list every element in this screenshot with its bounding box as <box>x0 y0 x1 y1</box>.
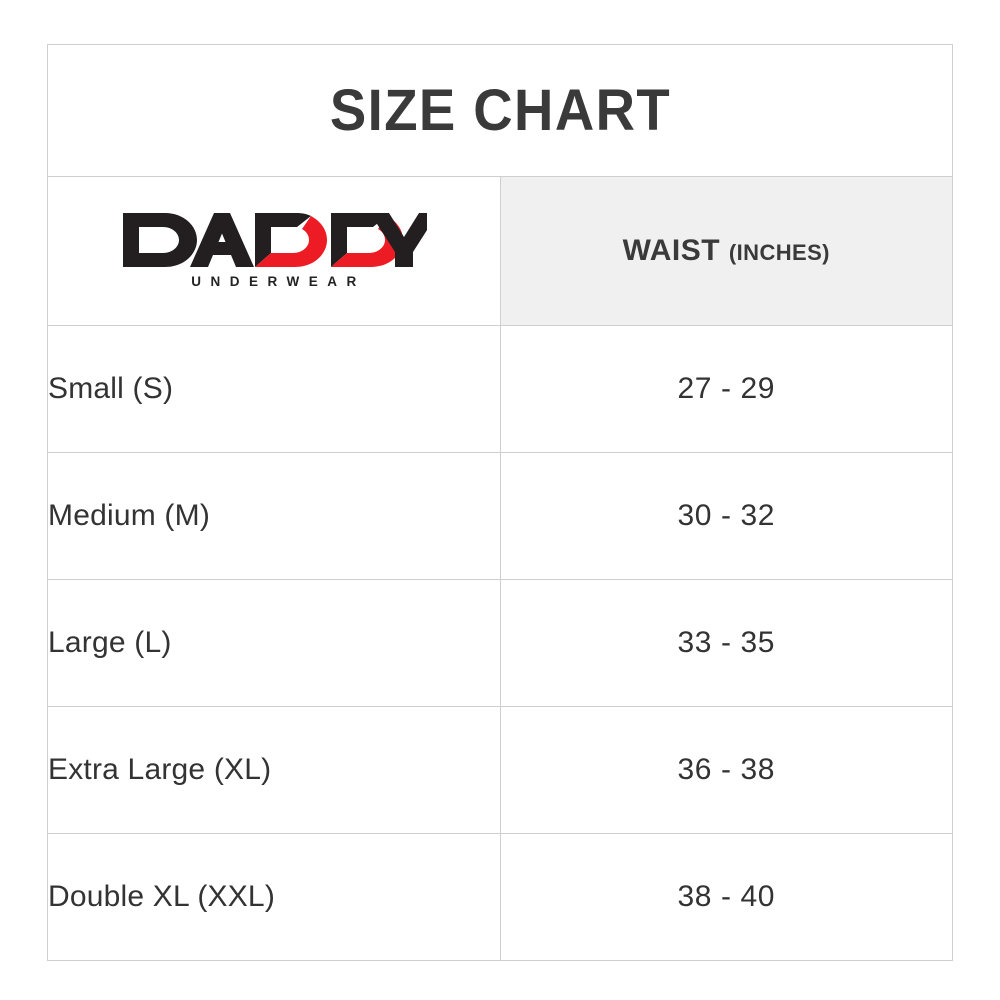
waist-value-cell: 38 - 40 <box>499 833 953 961</box>
waist-value: 27 - 29 <box>677 372 776 405</box>
waist-value-cell: 27 - 29 <box>499 325 953 453</box>
waist-header-cell: WAIST (INCHES) <box>499 176 953 326</box>
daddy-underwear-logo-icon <box>122 213 427 267</box>
waist-value: 36 - 38 <box>677 753 776 786</box>
page-title: SIZE CHART <box>329 77 671 143</box>
size-label: Double XL (XXL) <box>48 880 276 913</box>
table-row: Extra Large (XL) 36 - 38 <box>47 706 953 834</box>
waist-value-cell: 30 - 32 <box>499 452 953 580</box>
brand-logo: UNDERWEAR <box>121 211 427 289</box>
size-name-cell: Large (L) <box>47 579 501 707</box>
waist-value: 30 - 32 <box>677 499 776 532</box>
size-name-cell: Double XL (XXL) <box>47 833 501 961</box>
title-cell: SIZE CHART <box>47 44 953 177</box>
waist-header-label: WAIST <box>622 234 721 267</box>
title-row: SIZE CHART <box>47 44 953 177</box>
waist-value-cell: 33 - 35 <box>499 579 953 707</box>
brand-tagline: UNDERWEAR <box>191 274 366 289</box>
table-row: Large (L) 33 - 35 <box>47 579 953 707</box>
waist-value-cell: 36 - 38 <box>499 706 953 834</box>
size-name-cell: Medium (M) <box>47 452 501 580</box>
waist-value: 38 - 40 <box>677 880 776 913</box>
size-label: Extra Large (XL) <box>48 753 272 786</box>
size-label: Small (S) <box>48 372 174 405</box>
table-row: Medium (M) 30 - 32 <box>47 452 953 580</box>
size-label: Large (L) <box>48 626 172 659</box>
table-row: Double XL (XXL) 38 - 40 <box>47 833 953 961</box>
size-chart-table: SIZE CHART <box>47 44 953 961</box>
column-header-row: UNDERWEAR WAIST (INCHES) <box>47 176 953 326</box>
brand-logo-cell: UNDERWEAR <box>47 176 501 326</box>
size-label: Medium (M) <box>48 499 211 532</box>
waist-header-unit: (INCHES) <box>728 240 830 265</box>
size-name-cell: Small (S) <box>47 325 501 453</box>
size-name-cell: Extra Large (XL) <box>47 706 501 834</box>
waist-value: 33 - 35 <box>677 626 776 659</box>
table-row: Small (S) 27 - 29 <box>47 325 953 453</box>
